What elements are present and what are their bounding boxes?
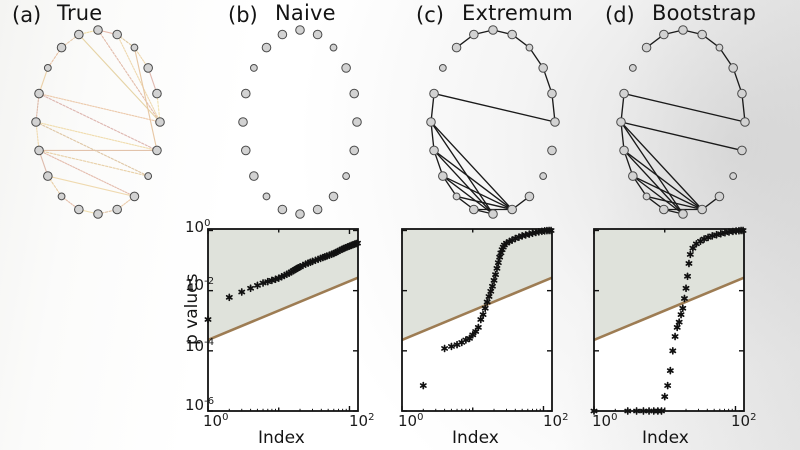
xtick-b-1-exp: 2 bbox=[368, 412, 375, 423]
xtick-b-1: 102 bbox=[349, 412, 374, 430]
panel-a-title: True bbox=[57, 1, 103, 25]
xtick-c-1: 102 bbox=[543, 412, 568, 430]
xlabel-d: Index bbox=[642, 428, 689, 448]
network-naive bbox=[238, 25, 362, 219]
network-true bbox=[31, 25, 165, 219]
ytick-b-2-base: 10 bbox=[185, 337, 205, 355]
ytick-b-2: 10-4 bbox=[185, 337, 214, 355]
xtick-d-1-base: 10 bbox=[731, 412, 751, 430]
xtick-b-0: 100 bbox=[203, 412, 228, 430]
panel-b-tag: (b) bbox=[228, 3, 258, 27]
xtick-d-0-base: 10 bbox=[592, 412, 612, 430]
ytick-b-1: 10-2 bbox=[185, 276, 214, 294]
xlabel-b: Index bbox=[258, 428, 305, 448]
panel-a-tag: (a) bbox=[12, 3, 42, 27]
pvalue-plot-extremum bbox=[401, 226, 555, 412]
ytick-b-3: 10-6 bbox=[185, 396, 214, 414]
panel-c-tag: (c) bbox=[416, 3, 444, 27]
network-bootstrap bbox=[616, 25, 750, 219]
ytick-b-0-base: 10 bbox=[185, 218, 205, 236]
xlabel-c: Index bbox=[452, 428, 499, 448]
xtick-d-1-exp: 2 bbox=[750, 412, 757, 423]
ylabel-b: p values bbox=[182, 273, 202, 346]
panel-c-title: Extremum bbox=[462, 1, 573, 25]
xtick-b-1-base: 10 bbox=[349, 412, 369, 430]
xtick-d-0: 100 bbox=[592, 412, 617, 430]
network-extremum bbox=[426, 25, 560, 219]
xtick-c-0: 100 bbox=[398, 412, 423, 430]
pvalue-plot-bootstrap bbox=[590, 226, 747, 415]
ytick-b-1-base: 10 bbox=[185, 276, 205, 294]
ytick-b-0: 100 bbox=[185, 218, 210, 236]
xtick-d-1: 102 bbox=[731, 412, 756, 430]
xtick-c-0-base: 10 bbox=[398, 412, 418, 430]
pvalue-plot-naive bbox=[204, 228, 361, 412]
ytick-b-0-exp: 0 bbox=[204, 218, 211, 229]
ytick-b-1-exp: -2 bbox=[204, 276, 215, 287]
xtick-c-1-base: 10 bbox=[543, 412, 563, 430]
xtick-d-0-exp: 0 bbox=[611, 412, 618, 423]
xtick-b-0-base: 10 bbox=[203, 412, 223, 430]
ytick-b-3-base: 10 bbox=[185, 396, 205, 414]
panel-d-tag: (d) bbox=[605, 3, 635, 27]
ytick-b-2-exp: -4 bbox=[204, 337, 215, 348]
panel-d-title: Bootstrap bbox=[652, 1, 757, 25]
xtick-c-1-exp: 2 bbox=[562, 412, 569, 423]
ytick-b-3-exp: -6 bbox=[204, 396, 215, 407]
xtick-b-0-exp: 0 bbox=[222, 412, 229, 423]
xtick-c-0-exp: 0 bbox=[417, 412, 424, 423]
panel-b-title: Naive bbox=[275, 1, 336, 25]
